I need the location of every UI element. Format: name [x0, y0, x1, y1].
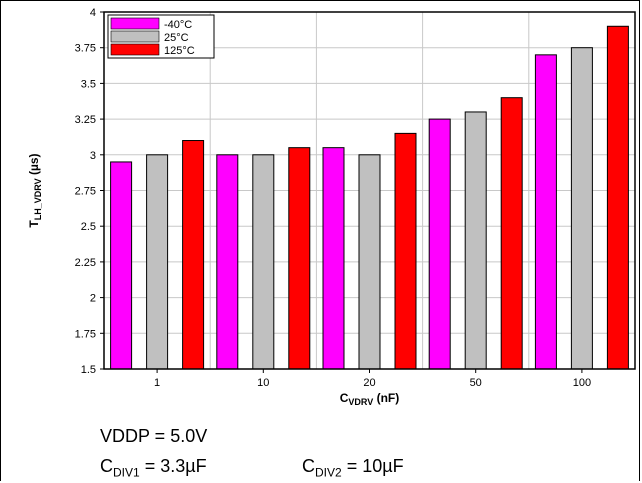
legend-label: -40°C [164, 19, 192, 31]
y-tick-label: 2 [90, 293, 96, 305]
bar [500, 97, 523, 370]
bar [182, 140, 205, 370]
bar [322, 147, 345, 370]
y-tick-label: 3 [90, 150, 96, 162]
x-tick-label: 100 [573, 377, 591, 389]
y-tick-label: 2.5 [81, 221, 96, 233]
note-cdiv2-main: C [302, 456, 315, 476]
y-tick-label: 1.5 [81, 364, 96, 376]
x-tick-label: 1 [154, 377, 160, 389]
legend-label: 25°C [164, 32, 189, 44]
bar [288, 147, 311, 370]
bar [534, 54, 557, 370]
bar [358, 154, 381, 370]
y-tick-label: 2.25 [75, 257, 96, 269]
y-tick-label: 4 [90, 7, 96, 19]
bar [570, 47, 593, 370]
note-cdiv1-main: C [100, 456, 113, 476]
y-tick-label: 1.75 [75, 328, 96, 340]
bar [428, 118, 451, 370]
bar [464, 111, 487, 370]
bar [216, 154, 239, 370]
legend-label: 125°C [164, 45, 195, 57]
bar [146, 154, 169, 370]
y-tick-label: 3.25 [75, 114, 96, 126]
note-cdiv1: CDIV1 = 3.3µF [100, 456, 207, 480]
note-vddp: VDDP = 5.0V [100, 426, 208, 446]
y-tick-label: 3.5 [81, 78, 96, 90]
note-cdiv2-value: = 10µF [341, 456, 404, 476]
note-cdiv2-sub: DIV2 [315, 465, 342, 480]
note-cdiv2: CDIV2 = 10µF [302, 456, 404, 480]
legend-swatch [110, 43, 160, 56]
note-cdiv1-value: = 3.3µF [139, 456, 207, 476]
bar [252, 154, 275, 370]
bar-chart: 1.5 1.75 2 2.25 2.5 2.75 3 3.25 3.5 3.75 4 1 10 20 50 1… [27, 7, 636, 407]
y-tick-label: 2.75 [75, 186, 96, 198]
x-tick-label: 50 [470, 377, 482, 389]
bar [110, 161, 133, 370]
bar [606, 25, 629, 370]
y-axis-title: TLH_VDRV (µs) [27, 153, 43, 227]
note-cdiv1-sub: DIV1 [113, 465, 140, 480]
bar [394, 132, 417, 370]
legend-swatch [110, 30, 160, 43]
x-tick-label: 20 [363, 377, 375, 389]
x-tick-label: 10 [257, 377, 269, 389]
legend-swatch [110, 17, 160, 30]
plot-border [103, 11, 636, 370]
y-tick-label: 3.75 [75, 43, 96, 55]
x-axis-title: CVDRV (nF) [340, 391, 400, 407]
